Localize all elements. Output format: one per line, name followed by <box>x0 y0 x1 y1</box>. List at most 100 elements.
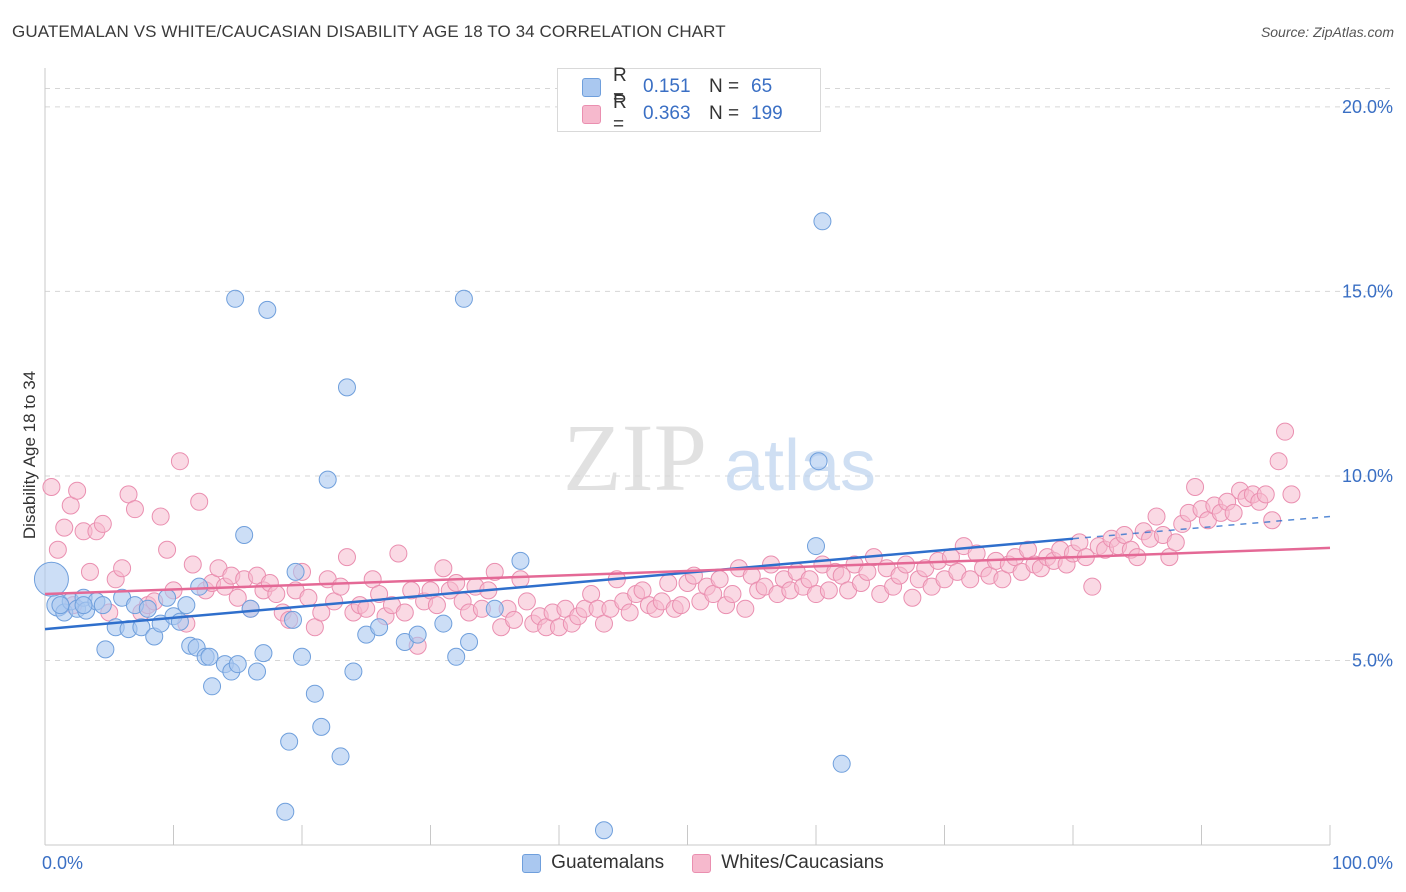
legend-item-whites-caucasians[interactable]: Whites/Caucasians <box>692 852 884 874</box>
white-caucasian-point <box>395 603 414 622</box>
white-caucasian-point <box>158 540 177 559</box>
legend-row-guatemalans: R = 0.151 N = 65 <box>582 65 773 108</box>
guatemalan-point <box>807 537 825 556</box>
guatemalan-point <box>370 618 389 637</box>
white-caucasian-point <box>228 588 247 607</box>
white-caucasian-point <box>434 559 453 578</box>
legend-label: Whites/Caucasians <box>721 852 884 873</box>
guatemalan-point <box>318 470 337 489</box>
white-caucasian-point <box>1166 533 1185 552</box>
y-tick-label: 20.0% <box>1342 97 1393 117</box>
white-caucasian-point <box>190 492 209 511</box>
white-caucasian-point <box>710 570 729 589</box>
legend-swatch-pink <box>692 853 712 873</box>
guatemalan-point <box>511 551 530 570</box>
white-caucasian-point <box>357 599 376 618</box>
white-caucasian-point <box>961 570 980 589</box>
guatemalan-point <box>312 717 331 736</box>
legend-swatch-blue <box>522 853 542 873</box>
y-tick-label: 5.0% <box>1352 650 1393 670</box>
white-caucasian-point <box>1269 452 1288 471</box>
whites-caucasians-trendline <box>44 546 1331 596</box>
guatemalan-point <box>96 640 115 659</box>
y-tick-label: 10.0% <box>1342 466 1393 486</box>
white-caucasian-point <box>113 559 132 578</box>
tick-labels: 5.0% 10.0% 15.0% 20.0% 0.0% 100.0% <box>42 97 1393 873</box>
legend-item-guatemalans[interactable]: Guatemalans <box>522 852 664 874</box>
n-label: N = <box>709 76 740 97</box>
guatemalan-point <box>809 452 828 471</box>
guatemalan-point <box>454 289 473 308</box>
guatemalan-point <box>241 599 260 618</box>
guatemalan-point <box>132 618 151 637</box>
guatemalan-point <box>258 300 277 319</box>
white-caucasian-point <box>517 592 536 611</box>
white-caucasian-point <box>903 588 922 607</box>
n-label: N = <box>709 103 740 124</box>
white-caucasian-point <box>1256 485 1275 504</box>
chart-title: GUATEMALAN VS WHITE/CAUCASIAN DISABILITY… <box>12 22 726 41</box>
white-caucasian-point <box>505 610 524 629</box>
x-tick-label: 0.0% <box>42 853 83 873</box>
guatemalan-point <box>235 526 254 544</box>
watermark-atlas: atlas <box>724 426 876 506</box>
y-tick-label: 15.0% <box>1342 281 1393 301</box>
white-caucasian-point <box>1224 503 1243 522</box>
white-caucasian-point <box>1083 577 1102 596</box>
n-value: 65 <box>751 76 773 97</box>
guatemalan-point <box>813 212 832 231</box>
white-caucasian-point <box>659 573 678 592</box>
white-caucasian-point <box>1147 507 1166 526</box>
white-caucasian-point <box>80 562 99 581</box>
guatemalan-point <box>138 599 157 618</box>
white-caucasian-point <box>331 577 350 596</box>
n-value: 199 <box>751 103 783 124</box>
white-caucasian-point <box>125 500 144 519</box>
white-caucasian-point <box>1282 485 1301 504</box>
white-caucasian-point <box>672 596 691 615</box>
guatemalan-point <box>286 562 305 581</box>
guatemalan-point <box>305 684 324 703</box>
r-value: 0.363 <box>643 103 691 124</box>
white-caucasian-point <box>93 514 112 533</box>
guatemalan-point <box>594 821 613 840</box>
y-axis-label: Disability Age 18 to 34 <box>20 371 39 539</box>
guatemalan-point <box>226 289 245 308</box>
watermark: ZIP atlas <box>563 404 876 511</box>
correlation-legend: R = 0.151 N = 65 R = 0.363 N = 199 <box>557 65 821 135</box>
guatemalan-point <box>228 655 247 674</box>
guatemalan-point <box>248 662 267 681</box>
white-caucasian-point <box>68 481 87 500</box>
legend-swatch-blue <box>582 77 601 97</box>
white-caucasian-point <box>267 585 286 604</box>
guatemalan-point <box>284 610 303 629</box>
trendlines <box>44 515 1331 631</box>
guatemalan-point <box>177 596 196 615</box>
r-value: 0.151 <box>643 76 691 97</box>
guatemalan-point <box>33 561 69 597</box>
white-caucasian-point <box>389 544 408 563</box>
guatemalan-point <box>74 596 93 615</box>
guatemalan-point <box>276 802 295 821</box>
guatemalan-point <box>93 596 112 615</box>
legend-swatch-pink <box>582 104 601 124</box>
white-caucasian-point <box>736 599 755 618</box>
guatemalan-point <box>200 647 219 666</box>
source-credit: Source: ZipAtlas.com <box>1260 24 1394 40</box>
guatemalan-point <box>485 599 504 618</box>
white-caucasian-point <box>819 581 838 600</box>
white-caucasian-point <box>620 603 639 622</box>
white-caucasian-point <box>42 478 61 497</box>
guatemalan-point <box>293 647 311 666</box>
white-caucasian-point <box>299 588 318 607</box>
legend-label: Guatemalans <box>551 852 665 873</box>
white-caucasian-point <box>337 548 356 567</box>
white-caucasian-point <box>485 562 504 581</box>
legend-row-whites: R = 0.363 N = 199 <box>582 92 783 135</box>
white-caucasian-point <box>183 555 202 574</box>
x-tick-label: 100.0% <box>1332 853 1393 873</box>
r-label: R = <box>613 65 627 108</box>
guatemalan-point <box>51 596 70 615</box>
guatemalans-points <box>33 212 851 840</box>
